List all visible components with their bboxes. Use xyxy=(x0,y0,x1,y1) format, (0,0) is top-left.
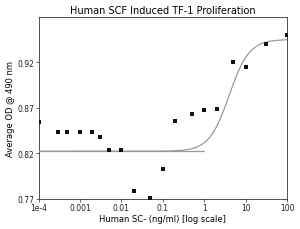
Title: Human SCF Induced TF-1 Proliferation: Human SCF Induced TF-1 Proliferation xyxy=(70,5,256,16)
Point xyxy=(106,149,111,153)
Point xyxy=(56,131,61,134)
Point xyxy=(97,135,102,139)
Point xyxy=(131,190,136,193)
Point xyxy=(263,43,268,47)
Point xyxy=(243,65,248,69)
Point xyxy=(202,109,207,113)
Point xyxy=(160,168,165,172)
Point xyxy=(36,121,41,124)
X-axis label: Human SC- (ng/ml) [log scale]: Human SC- (ng/ml) [log scale] xyxy=(99,215,226,224)
Y-axis label: Average OD @ 490 nm: Average OD @ 490 nm xyxy=(6,60,15,156)
Point xyxy=(173,120,178,123)
Point xyxy=(189,113,194,116)
Point xyxy=(65,131,70,134)
Point xyxy=(148,196,153,199)
Point xyxy=(285,34,290,38)
Point xyxy=(231,61,236,65)
Point xyxy=(90,131,95,134)
Point xyxy=(119,149,124,153)
Point xyxy=(77,131,82,134)
Point xyxy=(214,108,219,112)
